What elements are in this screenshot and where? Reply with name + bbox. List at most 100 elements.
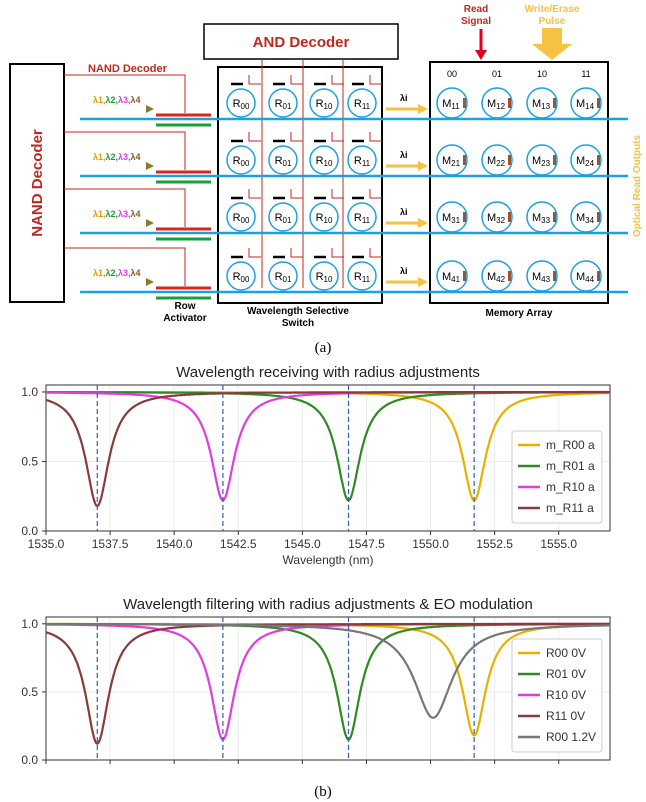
memory-cell-label: M41 — [442, 271, 461, 284]
switch-ring — [268, 202, 298, 232]
lambda-input-label: λ1,λ2,λ3,λ4 — [93, 209, 141, 219]
nand-decoder-wire — [64, 188, 186, 227]
memory-cell — [526, 201, 558, 233]
switch-ring — [226, 145, 256, 175]
x-tick-label: 1540.0 — [156, 537, 193, 551]
memory-cell — [481, 87, 513, 119]
switch-ring — [347, 261, 377, 291]
diagram-row: λ1,λ2,λ3,λ4 R00 R01 R10 R11 λi M31 M32 M33 M34 — [64, 188, 628, 241]
row-activator-label: Row — [174, 301, 195, 312]
switch-ring — [309, 202, 339, 232]
chart-title: Wavelength filtering with radius adjustm… — [123, 596, 533, 613]
architecture-diagram: NAND Decoder NAND Decoder AND Decoder λ1… — [9, 4, 643, 356]
lambda-out-label: λi — [400, 150, 408, 160]
legend-label: R00 0V — [546, 646, 586, 660]
pcm-patch — [508, 271, 511, 281]
y-tick-label: 1.0 — [21, 385, 38, 399]
memory-cell — [436, 201, 468, 233]
lambda-out-label: λi — [400, 207, 408, 217]
lambda-input-label: λ1,λ2,λ3,λ4 — [93, 152, 141, 162]
diagram-row: λ1,λ2,λ3,λ4 R00 R01 R10 R11 λi M41 M42 M43 M44 — [64, 247, 628, 300]
switch-ring — [226, 88, 256, 118]
switch-ring-label: R01 — [275, 212, 292, 225]
memory-cell-label: M24 — [576, 155, 595, 168]
switch-ring-label: R11 — [354, 212, 371, 225]
x-tick-label: 1547.5 — [348, 537, 385, 551]
y-tick-label: 0.0 — [21, 524, 38, 538]
memory-cell-label: M12 — [487, 98, 506, 111]
switch-wire — [369, 189, 382, 199]
memory-cell-label: M14 — [576, 98, 595, 111]
switch-ring-label: R11 — [354, 155, 371, 168]
y-tick-label: 1.0 — [21, 617, 38, 631]
write-erase-arrow — [532, 28, 572, 60]
switch-ring-label: R11 — [354, 271, 371, 284]
switch-wire — [290, 248, 303, 258]
switch-ring — [268, 88, 298, 118]
memory-cell — [436, 260, 468, 292]
row-activator-label-2: Activator — [163, 313, 206, 324]
pcm-patch — [553, 212, 556, 222]
lambda-out-arrowhead — [418, 277, 428, 287]
x-tick-label: 1542.5 — [220, 537, 257, 551]
memory-cell-label: M32 — [487, 212, 506, 225]
lambda-input-label: λ1,λ2,λ3,λ4 — [93, 95, 141, 105]
lambda-out-arrowhead — [418, 218, 428, 228]
switch-ring-label: R10 — [316, 271, 333, 284]
legend-label: m_R01 a — [546, 459, 595, 473]
y-tick-label: 0.0 — [21, 753, 38, 767]
memory-cell-label: M23 — [532, 155, 551, 168]
series-line — [45, 622, 610, 746]
memory-cell-label: M13 — [532, 98, 551, 111]
legend-label: m_R10 a — [546, 480, 595, 494]
column-address: 11 — [581, 69, 590, 79]
read-signal-label-2: Signal — [461, 16, 491, 27]
switch-ring-label: R00 — [233, 98, 250, 111]
lambda-out-label: λi — [400, 266, 408, 276]
switch-ring-label: R10 — [316, 155, 333, 168]
memory-cell-label: M31 — [442, 212, 461, 225]
memory-cell-label: M11 — [442, 98, 460, 111]
switch-ring-label: R10 — [316, 212, 333, 225]
pcm-patch — [508, 98, 511, 108]
caption-a: (a) — [315, 340, 332, 356]
nand-decoder-wire — [64, 131, 186, 170]
series-line — [46, 622, 610, 719]
y-tick-label: 0.5 — [21, 454, 38, 468]
pcm-patch — [553, 155, 556, 165]
input-arrowhead — [146, 219, 154, 227]
switch-wire — [369, 248, 382, 258]
memory-cell-label: M22 — [487, 155, 506, 168]
memory-cell-label: M44 — [576, 271, 595, 284]
switch-wire — [248, 189, 261, 199]
switch-wire — [290, 189, 303, 199]
pcm-patch — [463, 271, 466, 281]
plot-frame — [45, 384, 611, 532]
wss-block — [217, 66, 383, 304]
x-tick-label: 1537.5 — [92, 537, 129, 551]
pcm-patch — [463, 212, 466, 222]
pcm-patch — [553, 271, 556, 281]
column-address: 01 — [492, 69, 502, 79]
switch-wire — [369, 75, 382, 85]
switch-wire — [248, 75, 261, 85]
memory-cell — [481, 144, 513, 176]
and-decoder-block — [203, 23, 399, 60]
memory-cell — [570, 260, 602, 292]
pcm-patch — [553, 98, 556, 108]
column-address: 10 — [537, 69, 547, 79]
memory-cell — [436, 87, 468, 119]
nand-decoder-wire — [64, 74, 186, 113]
lambda-out-arrowhead — [418, 161, 428, 171]
caption-b: (b) — [314, 784, 332, 800]
legend — [511, 430, 603, 524]
legend-label: R10 0V — [546, 688, 586, 702]
x-axis-label: Wavelength (nm) — [283, 553, 374, 567]
switch-ring-label: R00 — [233, 271, 250, 284]
pcm-patch — [463, 155, 466, 165]
switch-wire — [290, 75, 303, 85]
write-erase-label: Write/Erase — [525, 4, 580, 15]
nand-decoder-block — [9, 63, 65, 303]
memory-cell — [436, 144, 468, 176]
memory-cell — [481, 260, 513, 292]
